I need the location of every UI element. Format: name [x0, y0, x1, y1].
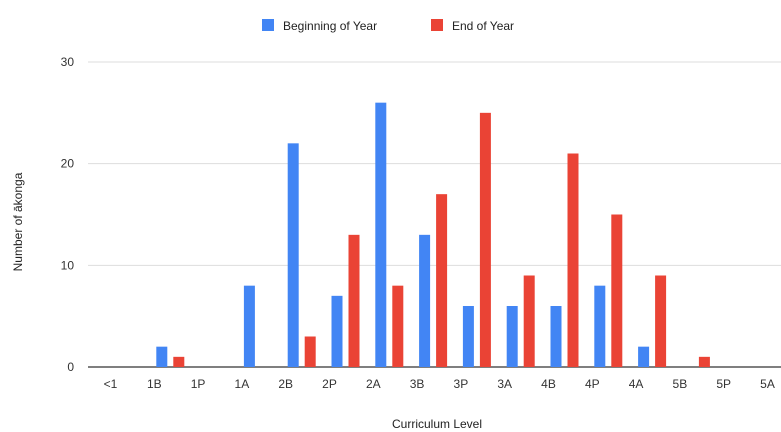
bar-end-3A	[523, 275, 535, 367]
y-tick-label: 20	[61, 157, 75, 171]
bar-beginning-3A	[506, 306, 518, 367]
bar-end-4A	[655, 275, 667, 367]
bar-end-1B	[173, 356, 185, 367]
legend-item-beginning: Beginning of Year	[262, 19, 377, 33]
y-tick-label: 0	[67, 360, 74, 374]
bar-end-4P	[611, 214, 623, 367]
x-tick-label: 1A	[235, 377, 250, 391]
x-tick-label: 5A	[760, 377, 775, 391]
x-tick-label: 1P	[191, 377, 206, 391]
x-tick-label: 2P	[322, 377, 337, 391]
bar-beginning-3B	[419, 234, 431, 367]
bar-end-5B	[698, 356, 710, 367]
bar-beginning-4A	[638, 346, 650, 367]
bar-end-3P	[479, 112, 491, 367]
legend-swatch-beginning	[262, 19, 274, 31]
x-tick-label: 4P	[585, 377, 600, 391]
x-tick-label: 1B	[147, 377, 162, 391]
bar-beginning-2A	[375, 102, 387, 368]
x-tick-label: 2B	[278, 377, 293, 391]
legend-swatch-end	[431, 19, 443, 31]
y-tick-label: 30	[61, 55, 75, 69]
x-tick-label: 4B	[541, 377, 556, 391]
bar-beginning-3P	[462, 306, 474, 367]
x-axis-title: Curriculum Level	[392, 417, 482, 431]
y-axis-ticks: 0 10 20 30	[61, 55, 75, 374]
y-tick-label: 10	[61, 258, 75, 272]
x-tick-label: 4A	[629, 377, 644, 391]
bar-beginning-1B	[156, 346, 168, 367]
x-tick-label: 5B	[673, 377, 688, 391]
legend-label-beginning: Beginning of Year	[283, 19, 377, 33]
legend-item-end: End of Year	[431, 19, 514, 33]
bar-end-2B	[304, 336, 316, 367]
x-tick-label: 3P	[454, 377, 469, 391]
bar-end-2P	[348, 234, 360, 367]
bars	[156, 102, 710, 368]
bar-beginning-4B	[550, 306, 562, 367]
bar-beginning-1A	[243, 285, 255, 367]
gridlines	[88, 61, 781, 368]
legend: Beginning of Year End of Year	[262, 19, 514, 33]
x-tick-label: 5P	[716, 377, 731, 391]
bar-end-4B	[567, 153, 579, 367]
legend-label-end: End of Year	[452, 19, 514, 33]
x-tick-label: 3A	[497, 377, 512, 391]
bar-end-3B	[436, 194, 448, 367]
x-tick-label: 2A	[366, 377, 381, 391]
x-tick-label: <1	[104, 377, 118, 391]
bar-beginning-4P	[594, 285, 606, 367]
bar-beginning-2P	[331, 295, 343, 367]
bar-end-2A	[392, 285, 404, 367]
x-axis-ticks: <1 1B 1P 1A 2B 2P 2A 3B 3P 3A 4B 4P 4A 5B 5P 5A	[104, 377, 775, 391]
bar-beginning-2B	[287, 143, 299, 367]
x-tick-label: 3B	[410, 377, 425, 391]
y-axis-title: Number of ākonga	[11, 172, 25, 271]
